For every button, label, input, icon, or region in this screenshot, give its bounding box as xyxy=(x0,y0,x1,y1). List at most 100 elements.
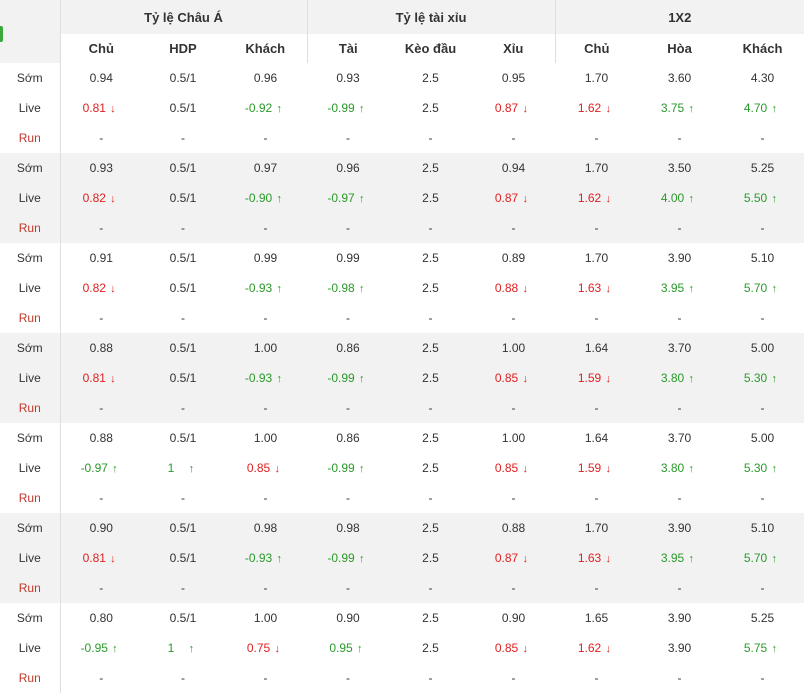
odds-cell: - xyxy=(721,393,804,423)
odds-cell: 0.90 xyxy=(472,603,555,633)
odds-cell: - xyxy=(638,123,721,153)
odds-value: 0.98 xyxy=(253,521,278,535)
odds-value: 1.70 xyxy=(584,161,609,175)
odds-value: 0.88 xyxy=(89,341,113,355)
odds-value: 3.80 xyxy=(660,461,685,475)
row-label: Sớm xyxy=(0,423,61,453)
table-row: Live 0.82 ↓ 0.5/1 -0.93 ↑ -0.98 ↑ 2.5 0.88 ↓ 1.63 ↓ 3… xyxy=(0,273,804,303)
odds-value: - xyxy=(99,401,104,415)
odds-value: -0.97 xyxy=(327,191,355,205)
odds-cell: 3.80 ↑ xyxy=(638,453,721,483)
odds-value: 1.70 xyxy=(584,71,609,85)
table-row: Sớm 0.90 0.5/1 0.98 0.98 2.5 0.88 1.70 3.90 5.10 xyxy=(0,513,804,543)
odds-value: 2.5 xyxy=(422,461,439,475)
table-row: Live -0.95 ↑ 1 ↑ 0.75 ↓ 0.95 ↑ 2.5 0.85 ↓ 1.62 ↓ 3.90 5… xyxy=(0,633,804,663)
odds-cell: - xyxy=(142,663,224,693)
odds-cell: -0.98 ↑ xyxy=(307,273,389,303)
odds-cell: -0.97 ↑ xyxy=(60,453,142,483)
odds-value: - xyxy=(263,491,268,505)
odds-cell: 0.81 ↓ xyxy=(60,363,142,393)
odds-value: 1.64 xyxy=(584,431,609,445)
odds-cell: 1.62 ↓ xyxy=(555,633,638,663)
odds-value: 0.82 xyxy=(82,191,106,205)
row-label: Sớm xyxy=(0,153,61,183)
arrow-down-icon: ↓ xyxy=(522,103,528,115)
odds-value: 0.85 xyxy=(494,641,519,655)
row-label: Run xyxy=(0,483,61,513)
odds-cell: 0.81 ↓ xyxy=(60,93,142,123)
odds-cell: 2.5 xyxy=(389,543,473,573)
odds-value: - xyxy=(760,671,765,685)
odds-value: 2.5 xyxy=(422,431,439,445)
arrow-up-icon: ↑ xyxy=(112,463,118,475)
arrow-down-icon: ↓ xyxy=(522,193,528,205)
arrow-down-icon: ↓ xyxy=(605,463,611,475)
odds-cell: - xyxy=(721,213,804,243)
odds-value: - xyxy=(263,131,268,145)
odds-value: - xyxy=(594,221,599,235)
odds-value: 1.63 xyxy=(577,551,602,565)
odds-cell: - xyxy=(472,303,555,333)
odds-value: - xyxy=(428,221,433,235)
odds-cell: - xyxy=(60,123,142,153)
odds-cell: - xyxy=(638,303,721,333)
odds-value: - xyxy=(99,221,104,235)
col-header-ou-line: Kèo đầu xyxy=(389,34,473,63)
odds-cell: - xyxy=(472,483,555,513)
odds-value: - xyxy=(346,131,351,145)
odds-cell: 0.5/1 xyxy=(142,153,224,183)
odds-value: 3.90 xyxy=(667,251,692,265)
arrow-up-icon: ↑ xyxy=(358,373,365,385)
row-label: Run xyxy=(0,213,61,243)
arrow-down-icon: ↓ xyxy=(522,283,528,295)
odds-cell: 0.99 xyxy=(224,243,307,273)
table-row: Live 0.82 ↓ 0.5/1 -0.90 ↑ -0.97 ↑ 2.5 0.87 ↓ 1.62 ↓ 4… xyxy=(0,183,804,213)
odds-cell: 0.98 xyxy=(224,513,308,543)
row-label: Run xyxy=(0,303,61,333)
odds-cell: 2.5 xyxy=(389,453,472,483)
row-label: Sớm xyxy=(0,63,61,93)
odds-cell: 0.96 xyxy=(224,63,307,93)
odds-cell: - xyxy=(721,123,804,153)
odds-cell: -0.99 ↑ xyxy=(307,93,389,123)
odds-value: 0.86 xyxy=(336,341,360,355)
table-body: Sớm 0.94 0.5/1 0.96 0.93 2.5 0.95 1.70 3.60 4.30 L… xyxy=(0,63,804,693)
odds-value: 4.30 xyxy=(750,71,775,85)
odds-value: 0.81 xyxy=(82,551,106,565)
odds-cell: 1 ↑ xyxy=(142,633,224,663)
odds-value: 0.80 xyxy=(89,611,113,625)
odds-cell: 5.10 xyxy=(721,243,804,273)
row-label: Live xyxy=(0,93,61,123)
arrow-down-icon: ↓ xyxy=(605,643,611,655)
odds-value: - xyxy=(677,311,682,325)
odds-value: 0.5/1 xyxy=(169,611,197,625)
arrow-down-icon: ↓ xyxy=(605,193,611,205)
odds-value: 0.5/1 xyxy=(169,251,197,265)
table-row: Live 0.81 ↓ 0.5/1 -0.93 ↑ -0.99 ↑ 2.5 0.85 ↓ 1.59 ↓ 3… xyxy=(0,363,804,393)
odds-cell: 1.62 ↓ xyxy=(555,93,638,123)
arrow-up-icon: ↑ xyxy=(356,643,363,655)
odds-cell: - xyxy=(224,213,308,243)
odds-value: 2.5 xyxy=(422,161,439,175)
odds-cell: 0.90 xyxy=(60,513,142,543)
odds-value: 1.70 xyxy=(584,521,609,535)
col-header-1x2-home: Chủ xyxy=(554,34,639,63)
odds-cell: - xyxy=(721,483,804,513)
odds-value: -0.99 xyxy=(327,371,355,385)
odds-value: - xyxy=(99,131,104,145)
odds-value: 1.62 xyxy=(577,191,602,205)
odds-cell: 0.91 xyxy=(60,243,142,273)
odds-value: - xyxy=(346,491,351,505)
row-label: Run xyxy=(0,123,61,153)
group-header-over-under: Tỷ lệ tài xỉu xyxy=(306,0,556,34)
odds-value: - xyxy=(594,401,599,415)
odds-value: 3.95 xyxy=(660,281,685,295)
row-label: Sớm xyxy=(0,603,61,633)
odds-cell: - xyxy=(307,123,389,153)
odds-cell: 1.59 ↓ xyxy=(555,453,638,483)
odds-value: 3.90 xyxy=(667,611,692,625)
odds-value: 5.70 xyxy=(743,551,768,565)
odds-cell: - xyxy=(389,213,473,243)
odds-cell: 3.75 ↑ xyxy=(638,93,721,123)
odds-cell: 2.5 xyxy=(389,333,473,363)
